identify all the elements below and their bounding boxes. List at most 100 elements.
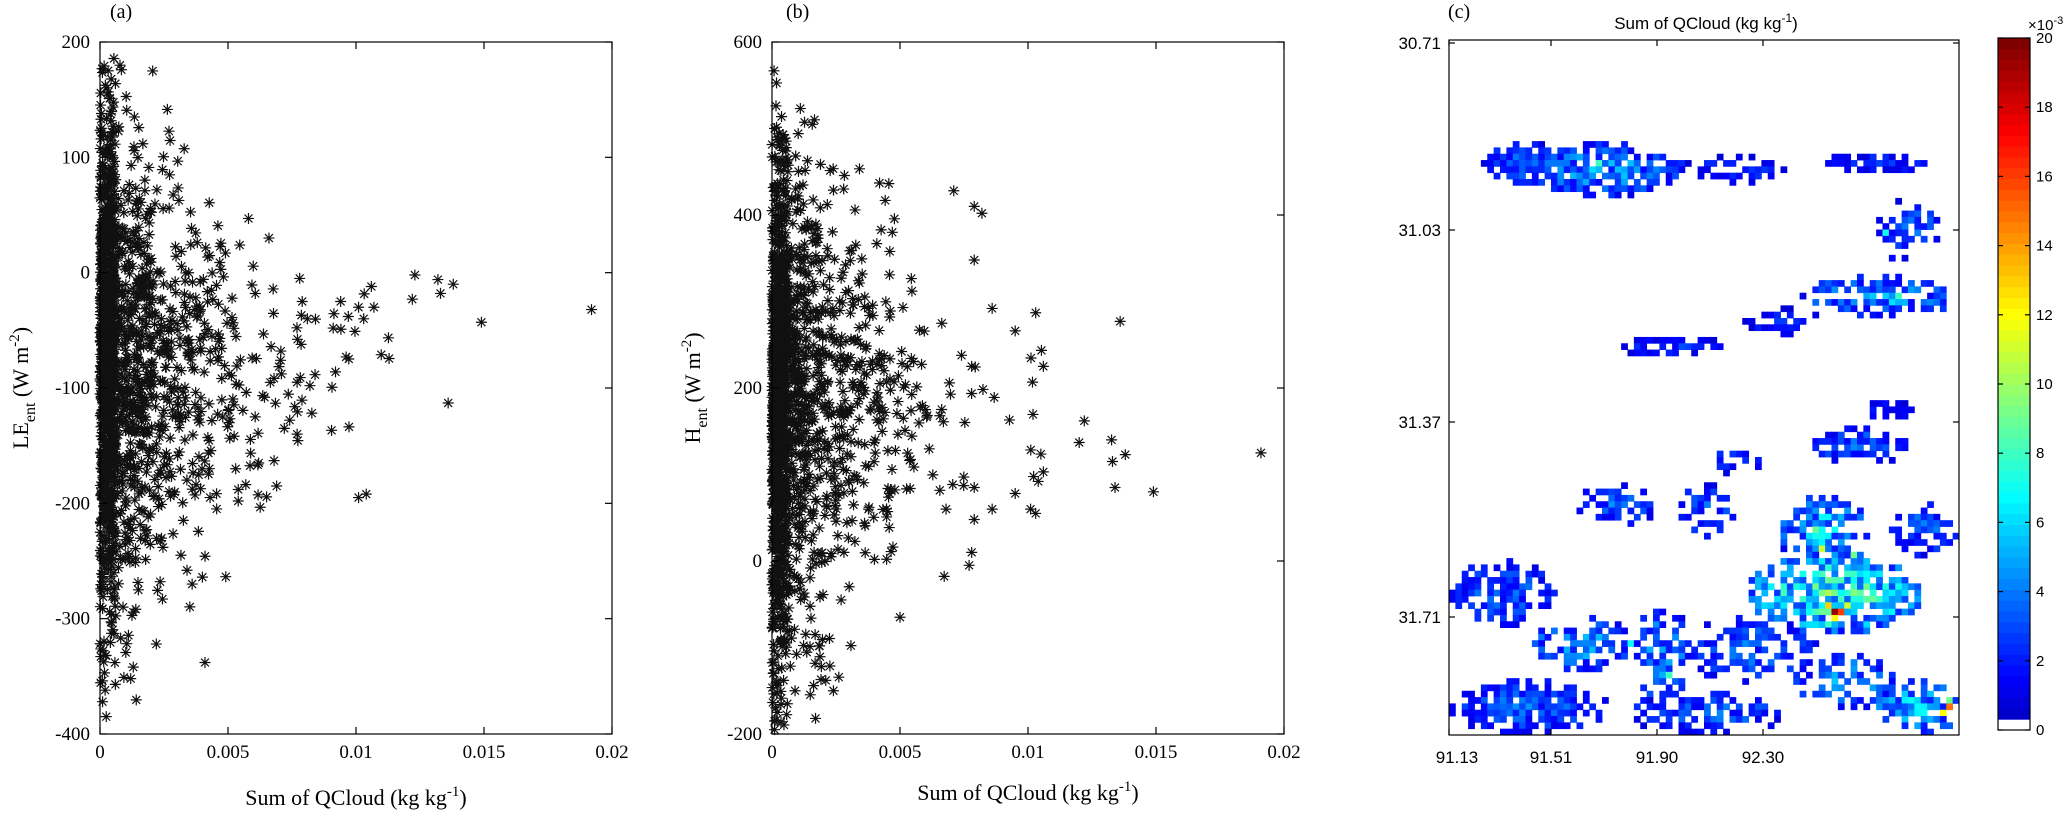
panel-a-point <box>104 563 116 575</box>
heatmap-cell <box>1697 728 1705 736</box>
heatmap-cell <box>1595 160 1603 167</box>
heatmap-cell <box>1672 166 1679 174</box>
heatmap-cell <box>1500 166 1507 174</box>
panel-a-point <box>101 239 113 251</box>
panel-b-point <box>793 539 805 551</box>
heatmap-cell <box>1500 583 1507 591</box>
panel-a-point <box>141 524 153 536</box>
heatmap-cell <box>1825 558 1832 565</box>
panel-a-point <box>140 466 152 478</box>
heatmap-cell <box>1920 160 1928 167</box>
heatmap-cell <box>1882 273 1890 281</box>
heatmap-cell <box>1927 716 1934 723</box>
panel-b-point <box>1106 434 1118 446</box>
panel-a-point <box>116 304 128 316</box>
heatmap-cell <box>1563 627 1571 635</box>
panel-b-point <box>858 477 870 489</box>
panel-b-point <box>777 249 789 261</box>
panel-a-point <box>115 459 127 471</box>
heatmap-cell <box>1876 602 1883 610</box>
heatmap-cell <box>1901 697 1909 704</box>
heatmap-cell <box>1557 697 1565 704</box>
panel-a-point <box>103 551 115 563</box>
heatmap-cell <box>1595 141 1603 148</box>
panel-a-point <box>155 319 167 331</box>
panel-a-y-tick-label: -300 <box>55 609 90 630</box>
panel-a-x-tick-label: 0.005 <box>207 742 250 763</box>
panel-a-point <box>121 234 133 246</box>
heatmap-cell <box>1595 147 1603 155</box>
panel-a-point <box>145 356 157 368</box>
panel-a-y-tick-label: -100 <box>55 378 90 399</box>
panel-b-point <box>940 503 952 515</box>
panel-b-point <box>852 384 864 396</box>
panel-a-point <box>180 267 192 279</box>
heatmap-cell <box>1876 444 1883 452</box>
panel-a-point <box>335 296 347 307</box>
heatmap-cell <box>1672 646 1679 654</box>
panel-a-point <box>128 111 140 123</box>
panel-b-point <box>767 621 779 633</box>
heatmap-cell <box>1818 438 1826 445</box>
heatmap-cell <box>1697 343 1705 350</box>
panel-b-point <box>816 556 828 568</box>
heatmap-cell <box>1500 602 1507 610</box>
panel-a-point <box>147 65 159 77</box>
panel-a-point <box>242 212 254 224</box>
panel-b-point <box>806 235 818 247</box>
panel-b-point <box>791 264 803 276</box>
panel-b-point <box>814 472 826 484</box>
heatmap-cell <box>1519 602 1526 610</box>
heatmap-cell <box>1882 450 1890 458</box>
heatmap-cell <box>1863 558 1871 565</box>
panel-a-point <box>326 424 338 436</box>
panel-b-point <box>799 447 811 459</box>
heatmap-cell <box>1684 703 1692 711</box>
panel-a-point <box>180 411 192 423</box>
panel-a-point <box>97 181 109 193</box>
heatmap-cell <box>1888 280 1896 287</box>
heatmap-cell <box>1646 652 1654 660</box>
heatmap-cell <box>1939 684 1947 692</box>
panel-a-point <box>122 385 134 397</box>
panel-b-point <box>902 447 914 459</box>
heatmap-cell <box>1710 343 1718 350</box>
panel-b-point <box>814 158 826 170</box>
panel-b-point <box>767 449 779 461</box>
panel-a-x-tick-label: 0 <box>95 742 105 763</box>
panel-a-point <box>199 656 211 668</box>
heatmap-cell <box>1614 153 1622 161</box>
panel-b-point <box>830 359 842 371</box>
heatmap-cell <box>1895 223 1903 230</box>
panel-b-point <box>816 255 828 267</box>
heatmap-cell <box>1818 513 1826 521</box>
heatmap-cell <box>1582 147 1590 155</box>
panel-b-point <box>884 305 896 317</box>
panel-b-point <box>840 465 852 477</box>
panel-a-point <box>125 673 137 685</box>
heatmap-cell <box>1735 640 1743 647</box>
heatmap-cell <box>1888 678 1896 685</box>
heatmap-cell <box>1761 709 1769 717</box>
heatmap-cell <box>1710 646 1718 654</box>
heatmap-cell <box>1621 141 1628 148</box>
heatmap-cell <box>1888 526 1896 534</box>
panel-a-point <box>108 160 120 172</box>
panel-b-point <box>786 251 798 263</box>
panel-b-x-tick-label: 0.015 <box>1135 742 1178 763</box>
panel-a-point <box>105 73 117 85</box>
heatmap-cell <box>1799 614 1807 622</box>
heatmap-cell <box>1831 431 1839 439</box>
heatmap-cell <box>1602 147 1609 155</box>
heatmap-cell <box>1786 652 1794 660</box>
heatmap-cell <box>1806 646 1813 654</box>
heatmap-cell <box>1825 608 1832 616</box>
heatmap-cell <box>1525 570 1533 578</box>
heatmap-cell <box>1876 299 1883 306</box>
panel-a-point <box>115 233 127 245</box>
panel-b-point <box>820 467 832 479</box>
panel-a-point <box>434 287 446 299</box>
heatmap-cell <box>1551 185 1558 193</box>
heatmap-cell <box>1678 336 1686 344</box>
panel-a-point <box>99 684 111 696</box>
